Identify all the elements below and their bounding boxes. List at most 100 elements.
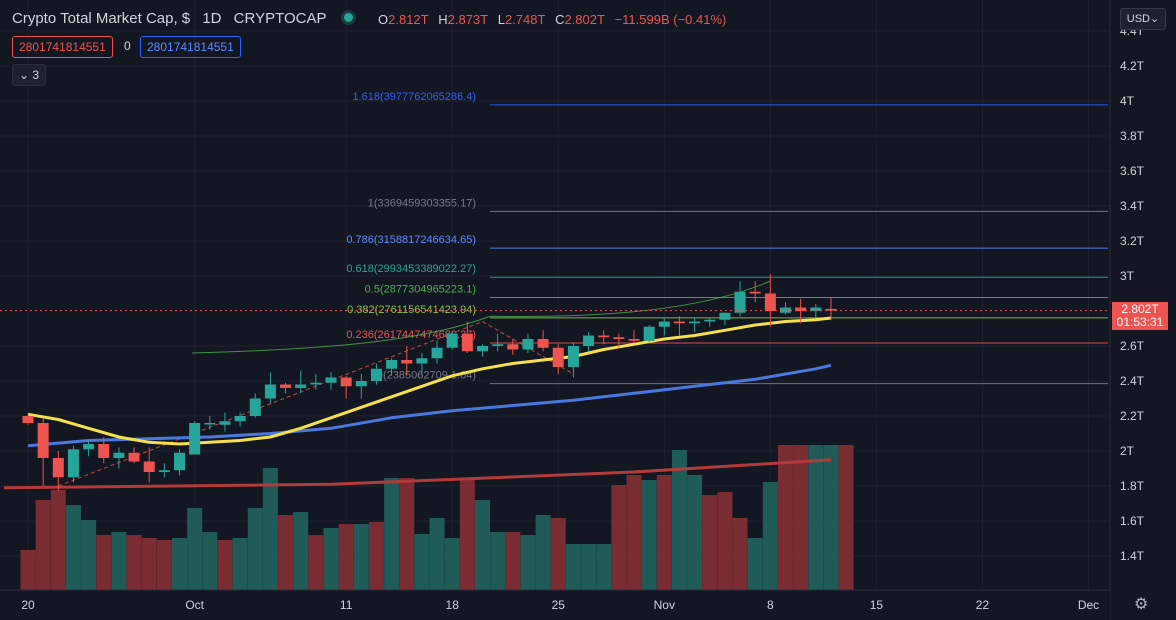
bar-countdown: 01:53:31 bbox=[1116, 315, 1164, 329]
candle-body bbox=[386, 360, 398, 369]
fib-level-label: 0.382(2761156541423.94) bbox=[347, 304, 476, 316]
last-price-value: 2.802T bbox=[1121, 302, 1159, 316]
volume-bar bbox=[65, 505, 81, 590]
volume-bar bbox=[702, 495, 718, 590]
volume-bar bbox=[838, 445, 854, 590]
candle-body bbox=[552, 347, 564, 367]
open-value: 2.812T bbox=[388, 12, 429, 27]
fib-level-label: 0.236(2617447474689.37) bbox=[346, 329, 476, 341]
volume-bar bbox=[50, 490, 66, 590]
time-tick-label: 22 bbox=[976, 598, 990, 612]
candle-body bbox=[461, 333, 473, 352]
currency-selector[interactable]: USD⌄ bbox=[1120, 8, 1166, 30]
trend-drawings bbox=[58, 280, 771, 487]
time-tick-label: 15 bbox=[870, 598, 884, 612]
candle-body bbox=[280, 384, 292, 388]
candle-body bbox=[128, 452, 140, 462]
volume-bar bbox=[81, 520, 97, 590]
volume-bar bbox=[141, 538, 157, 590]
volume-bar bbox=[278, 515, 294, 590]
ema-slow-line bbox=[27, 363, 832, 448]
volume-bar bbox=[611, 485, 627, 590]
time-tick-label: 8 bbox=[767, 598, 774, 612]
volume-bar bbox=[747, 538, 763, 590]
candle-body bbox=[704, 319, 716, 322]
candle-body bbox=[477, 346, 488, 352]
volume-bar bbox=[687, 475, 703, 590]
symbol-title: Crypto Total Market Cap, $ bbox=[12, 10, 191, 27]
chevron-down-icon: ⌄ bbox=[1150, 13, 1160, 25]
candle-body bbox=[37, 423, 49, 458]
fibonacci-retracement[interactable]: 1.618(3977762065286.4) 1(3369459303355.17… bbox=[346, 91, 1108, 385]
curve-drawing bbox=[191, 280, 771, 354]
moving-averages bbox=[3, 316, 832, 490]
volume-bar bbox=[793, 445, 809, 590]
volume-bar bbox=[550, 518, 566, 590]
ohlc-values: O2.812T H2.873T L2.748T C2.802T −11.599B… bbox=[378, 12, 727, 27]
candle-body bbox=[825, 308, 837, 311]
volume-bar bbox=[444, 538, 460, 590]
volume-bar bbox=[717, 492, 733, 590]
time-tick-label: Dec bbox=[1078, 598, 1099, 612]
candle-body bbox=[567, 346, 579, 367]
volume-bar bbox=[429, 518, 445, 590]
candle-body bbox=[52, 458, 64, 478]
volume-bar bbox=[156, 540, 172, 590]
gear-icon[interactable]: ⚙ bbox=[1134, 596, 1149, 613]
candle-body bbox=[431, 347, 443, 359]
volume-bar bbox=[262, 468, 278, 590]
candle-body bbox=[613, 337, 625, 339]
volume-bar bbox=[399, 478, 415, 590]
fib-level-label: 0.5(2877304965223.1) bbox=[365, 284, 476, 296]
price-tick-label: 3.4T bbox=[1120, 199, 1145, 213]
price-tick-label: 3.2T bbox=[1120, 234, 1145, 248]
fib-level-label: 0(2385062709 1.04) bbox=[377, 370, 476, 382]
time-axis[interactable] bbox=[0, 590, 1110, 620]
candle-body bbox=[249, 398, 261, 416]
candle-body bbox=[113, 452, 125, 458]
price-tick-label: 2.6T bbox=[1120, 339, 1145, 353]
candle-body bbox=[749, 291, 761, 294]
volume-bar bbox=[353, 524, 369, 590]
volume-bar bbox=[338, 524, 354, 590]
volume-bar bbox=[293, 512, 309, 590]
candle-body bbox=[204, 423, 216, 425]
indicators-collapse-toggle[interactable]: ⌄ 3 bbox=[12, 64, 46, 86]
price-tick-label: 2.2T bbox=[1120, 409, 1145, 423]
indicator-count: 3 bbox=[32, 68, 40, 82]
time-tick-label: 18 bbox=[446, 598, 460, 612]
price-tick-label: 2T bbox=[1120, 444, 1135, 458]
indicator-value-red[interactable]: 2801741814551 bbox=[12, 36, 113, 58]
candle-body bbox=[355, 381, 367, 387]
chart-grid bbox=[0, 0, 1110, 590]
candle-body bbox=[219, 421, 231, 425]
volume-bar bbox=[641, 480, 657, 590]
candle-body bbox=[598, 335, 610, 338]
candle-body bbox=[22, 416, 34, 423]
candle-body bbox=[507, 344, 519, 350]
volume-bar bbox=[778, 445, 793, 590]
volume-bar bbox=[323, 528, 339, 590]
candle-body bbox=[810, 307, 822, 311]
volume-bar bbox=[596, 544, 612, 590]
candle-body bbox=[83, 444, 95, 450]
price-tick-label: 3.6T bbox=[1120, 164, 1145, 178]
indicator-value-zero: 0 bbox=[124, 39, 131, 53]
volume-bar bbox=[308, 535, 324, 590]
symbol-header[interactable]: Crypto Total Market Cap, $ 1D CRYPTOCAP bbox=[12, 10, 361, 27]
candle-body bbox=[158, 470, 170, 472]
low-value: 2.748T bbox=[504, 12, 546, 27]
volume-bar bbox=[172, 538, 187, 590]
candle-body bbox=[325, 377, 337, 383]
volume-bar bbox=[35, 500, 51, 590]
volume-bar bbox=[732, 518, 748, 590]
interval-label[interactable]: 1D bbox=[202, 10, 222, 27]
candle-body bbox=[143, 461, 155, 472]
high-value: 2.873T bbox=[447, 12, 489, 27]
indicator-value-blue[interactable]: 2801741814551 bbox=[140, 36, 241, 58]
ema-fast-line bbox=[27, 316, 832, 446]
candle-body bbox=[189, 423, 201, 455]
volume-bar bbox=[247, 508, 263, 590]
fib-level-label: 0.618(2993453389022.27) bbox=[346, 263, 476, 275]
